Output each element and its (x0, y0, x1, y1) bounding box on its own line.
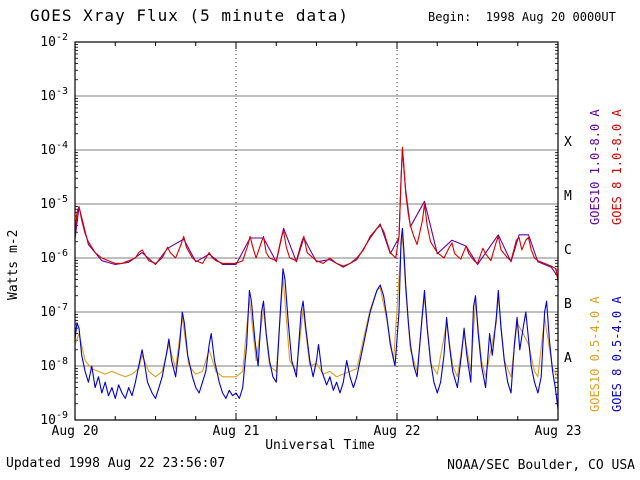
flare-class-label: A (564, 351, 572, 366)
x-tick-label: Aug 22 (374, 424, 421, 439)
updated-timestamp: Updated 1998 Aug 22 23:56:07 (6, 456, 226, 471)
y-tick-label: 10-8 (40, 356, 68, 374)
series-label-goes10-short: GOES10 0.5-4.0 A (588, 296, 602, 412)
begin-timestamp: Begin: 1998 Aug 20 0000UT (428, 10, 616, 24)
series-goes8-long (74, 146, 559, 283)
x-tick-label: Aug 21 (213, 424, 260, 439)
x-tick-label: Aug 23 (535, 424, 582, 439)
y-tick-label: 10-2 (40, 32, 68, 50)
series-goes10-short (74, 235, 559, 378)
y-tick-label: 10-5 (40, 194, 68, 212)
y-tick-label: 10-3 (40, 86, 68, 104)
flare-class-label: B (564, 297, 572, 312)
page-title: GOES Xray Flux (5 minute data) (30, 6, 349, 25)
series-label-goes8-long: GOES 8 1.0-8.0 A (610, 109, 624, 225)
series-label-goes10-long: GOES10 1.0-8.0 A (588, 109, 602, 225)
plot-frame (74, 41, 559, 421)
series-goes8-short (74, 227, 559, 410)
flare-class-label: C (564, 243, 572, 258)
y-tick-label: 10-9 (40, 410, 68, 428)
x-axis-label: Universal Time (265, 438, 375, 453)
x-tick-label: Aug 20 (52, 424, 99, 439)
y-tick-label: 10-7 (40, 302, 68, 320)
y-tick-label: 10-6 (40, 248, 68, 266)
credit-text: NOAA/SEC Boulder, CO USA (447, 458, 635, 473)
flare-class-label: M (564, 189, 572, 204)
flare-class-label: X (564, 135, 572, 150)
y-tick-label: 10-4 (40, 140, 68, 158)
series-label-goes8-short: GOES 8 0.5-4.0 A (610, 296, 624, 412)
y-axis-label: Watts m-2 (6, 229, 21, 300)
